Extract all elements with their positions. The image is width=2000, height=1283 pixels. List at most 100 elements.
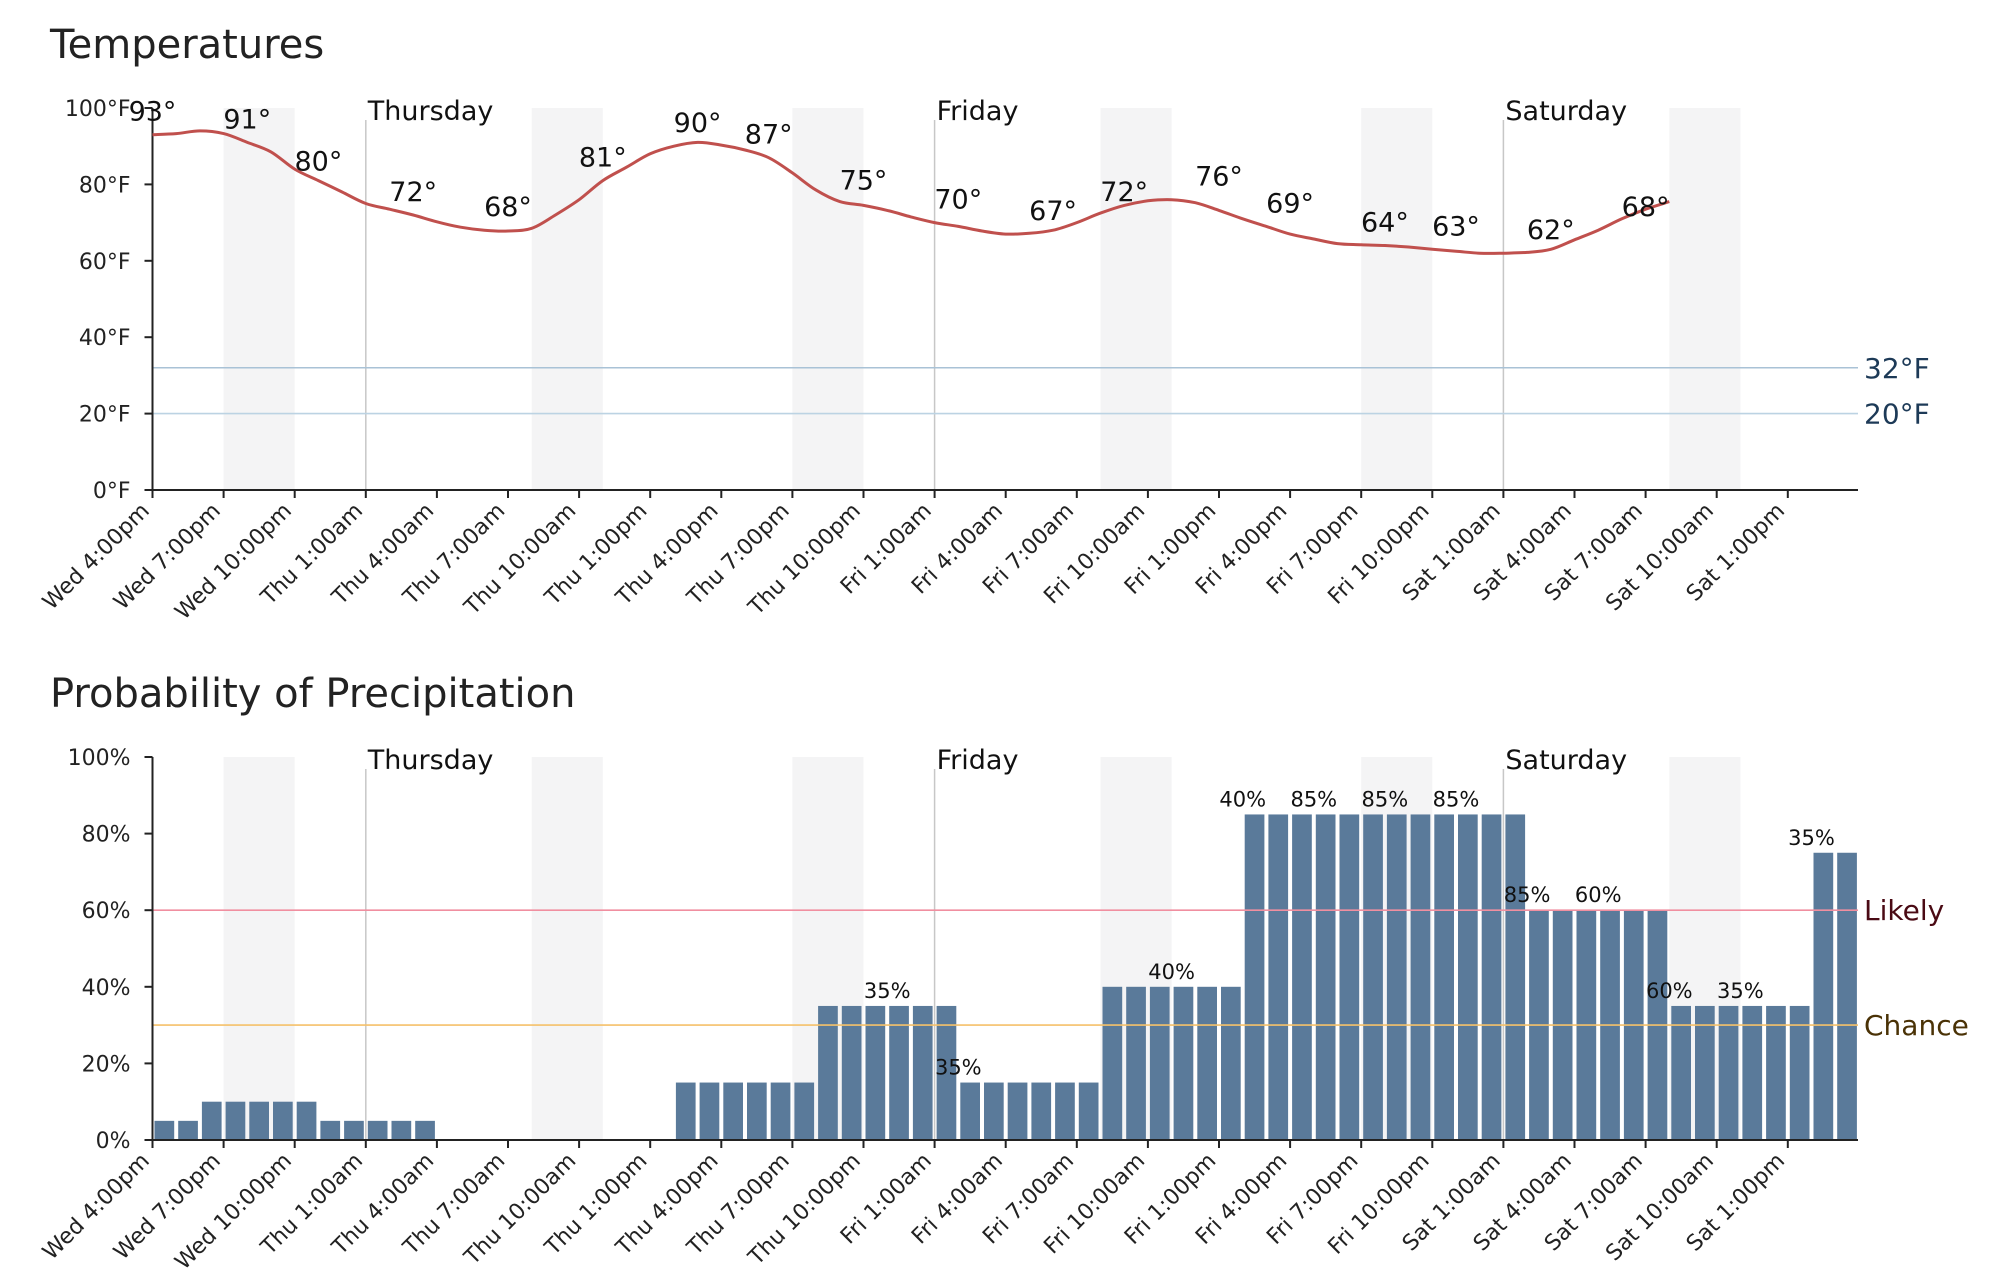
temperature-label: 90°	[674, 108, 722, 139]
precipitation-bar	[225, 1101, 246, 1140]
y-tick-label: 60%	[82, 899, 131, 924]
y-tick-label: 80%	[82, 823, 131, 848]
precipitation-bar	[1505, 814, 1526, 1140]
reference-label: 32°F	[1864, 352, 1930, 385]
y-tick-label: 40%	[82, 976, 131, 1001]
precipitation-bar	[1718, 1005, 1739, 1140]
precipitation-bar	[936, 1005, 957, 1140]
day-label: Saturday	[1505, 96, 1627, 127]
precipitation-bar	[794, 1082, 815, 1140]
night-bands	[223, 108, 1741, 490]
temperature-label: 75°	[840, 166, 888, 197]
precipitation-bar	[201, 1101, 222, 1140]
precipitation-bar	[1339, 814, 1360, 1140]
bar-label: 40%	[1219, 787, 1266, 811]
temperature-label: 72°	[389, 177, 437, 208]
reference-label: 20°F	[1864, 398, 1930, 431]
bar-label: 35%	[1717, 979, 1764, 1003]
precipitation-bar	[841, 1005, 862, 1140]
precipitation-bar	[1386, 814, 1407, 1140]
y-tick-label: 20°F	[79, 403, 131, 428]
bar-label: 85%	[1362, 787, 1409, 811]
precipitation-bar	[178, 1120, 198, 1140]
temperature-label: 91°	[223, 104, 271, 135]
precipitation-bar	[770, 1082, 791, 1140]
y-tick-label: 40°F	[79, 326, 131, 351]
chart-title: Probability of Precipitation	[50, 671, 575, 717]
day-markers: Thursday Friday Saturday	[365, 745, 1627, 1140]
temperature-label: 80°	[294, 146, 342, 177]
temperature-label: 70°	[934, 185, 982, 216]
precipitation-bar	[960, 1082, 980, 1140]
bar-label: 85%	[1504, 883, 1551, 907]
precipitation-bar	[1055, 1082, 1075, 1140]
precipitation-bar	[1221, 986, 1241, 1140]
precipitation-bar	[1126, 986, 1146, 1140]
temperature-label: 87°	[745, 120, 793, 151]
temperature-label: 72°	[1100, 177, 1148, 208]
reference-label: Chance	[1864, 1009, 1969, 1042]
precipitation-bars	[154, 814, 1857, 1140]
precipitation-bar	[912, 1005, 933, 1140]
precipitation-bar	[1434, 814, 1454, 1140]
reference-label: Likely	[1864, 894, 1944, 927]
y-tick-label: 100%	[68, 746, 131, 771]
precipitation-bar	[747, 1082, 767, 1140]
night-band	[1100, 108, 1172, 490]
precipitation-bar	[367, 1120, 388, 1140]
night-band	[223, 108, 295, 490]
precipitation-bar	[699, 1082, 720, 1140]
precipitation-bar	[1102, 986, 1123, 1140]
y-tick-label: 60°F	[79, 250, 131, 275]
temperature-label: 64°	[1361, 208, 1409, 239]
precipitation-bar	[723, 1082, 743, 1140]
precipitation-bar	[1007, 1082, 1028, 1140]
precipitation-bar	[984, 1082, 1004, 1140]
reference-lines: Likely Chance	[152, 894, 1969, 1042]
bar-label: 60%	[1575, 883, 1622, 907]
temperature-label: 63°	[1432, 211, 1480, 242]
precipitation-bar	[1458, 814, 1478, 1140]
precipitation-bar	[1244, 814, 1265, 1140]
temperature-label: 69°	[1266, 188, 1314, 219]
bar-label: 35%	[864, 979, 911, 1003]
precipitation-bar	[296, 1101, 317, 1140]
day-label: Friday	[937, 96, 1019, 127]
precipitation-bar	[1031, 1082, 1052, 1140]
night-band	[531, 108, 603, 490]
precipitation-bar	[1268, 814, 1289, 1140]
precipitation-bar	[1292, 814, 1312, 1140]
night-band	[1669, 108, 1741, 490]
temperature-series	[152, 129, 1670, 255]
precipitation-bar	[415, 1120, 435, 1140]
chart-title: Temperatures	[49, 22, 324, 68]
y-tick-label: 20%	[82, 1052, 131, 1077]
precipitation-bar	[889, 1005, 909, 1140]
y-tick-label: 80°F	[79, 173, 131, 198]
day-label: Friday	[937, 745, 1019, 776]
temperature-label: 67°	[1029, 196, 1077, 227]
precipitation-bar	[154, 1120, 175, 1140]
day-label: Thursday	[367, 745, 494, 776]
bar-label: 35%	[935, 1056, 982, 1080]
precipitation-bar	[865, 1005, 886, 1140]
y-tick-label: 0°F	[93, 479, 131, 504]
precipitation-bar	[1197, 986, 1217, 1140]
temperature-label: 68°	[484, 192, 532, 223]
temperature-label: 76°	[1195, 162, 1243, 193]
precipitation-bar	[1410, 814, 1431, 1140]
precipitation-bar	[1813, 852, 1834, 1140]
y-tick-label: 0%	[96, 1129, 131, 1154]
temperature-labels: 93° 91° 80° 72° 68° 81° 90° 87° 75° 70° 67° 72° 76° 6…	[129, 97, 1670, 246]
precipitation-bar	[675, 1082, 696, 1140]
temperature-label: 62°	[1527, 215, 1575, 246]
precipitation-bar	[391, 1120, 412, 1140]
precipitation-bar	[1789, 1005, 1810, 1140]
y-tick-label: 100°F	[65, 97, 131, 122]
precipitation-bar	[1078, 1082, 1099, 1140]
precipitation-bar	[1837, 852, 1857, 1140]
night-band	[223, 757, 295, 1140]
